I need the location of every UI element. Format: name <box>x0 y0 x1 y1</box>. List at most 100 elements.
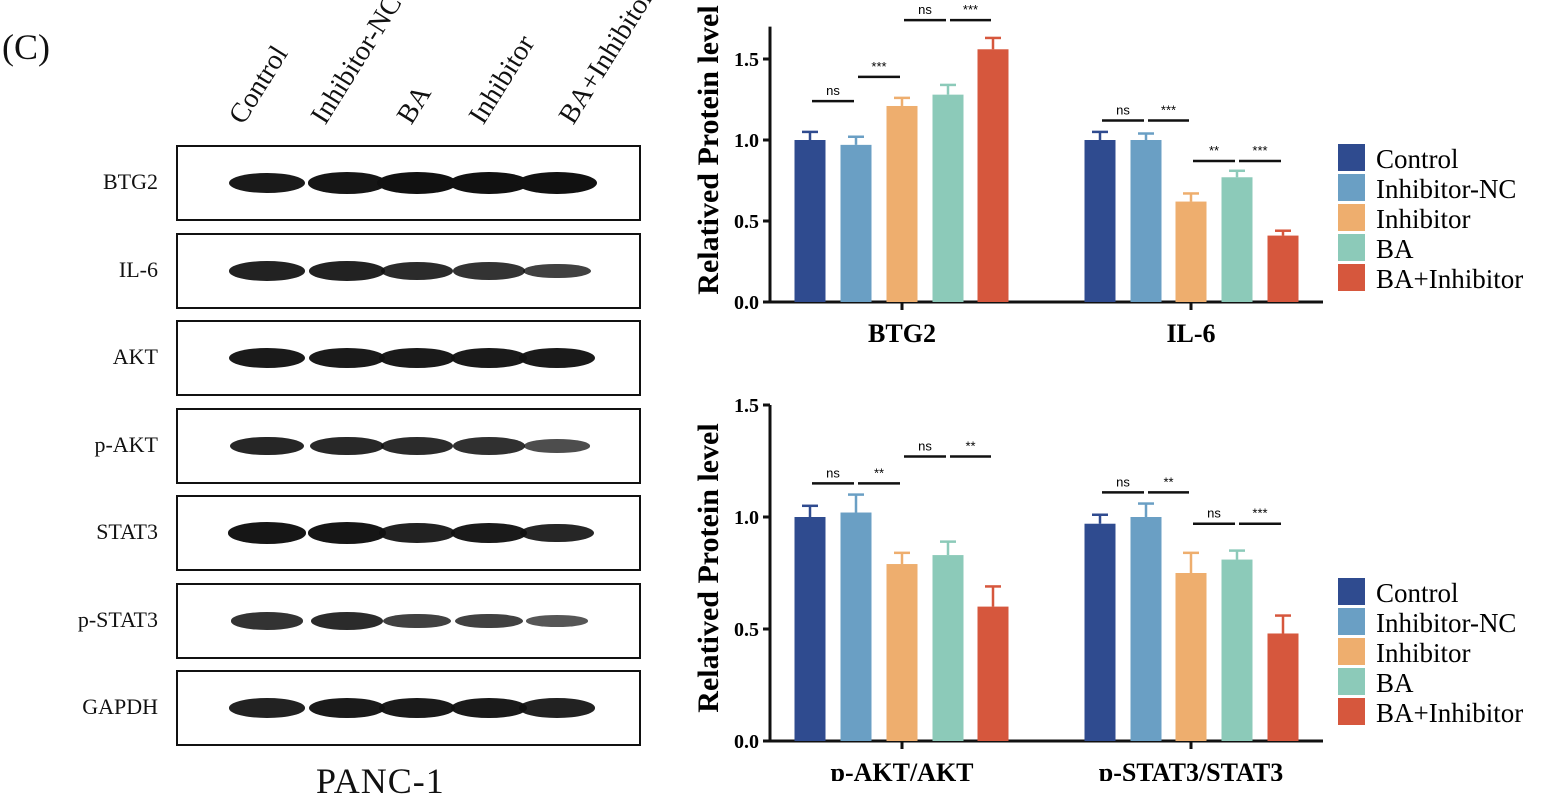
y-axis-title: Relatived Protein level <box>692 423 725 712</box>
bar <box>794 140 826 302</box>
blot-band <box>308 347 386 369</box>
blot-row-label: p-STAT3 <box>77 607 158 632</box>
bar <box>1221 177 1253 302</box>
x-group-label: IL-6 <box>1166 319 1215 348</box>
blot-row-label: GAPDH <box>82 694 158 719</box>
blot-band <box>228 522 306 544</box>
blot-strip <box>176 670 641 746</box>
bar <box>1084 523 1116 741</box>
y-tick-label: 1.5 <box>734 49 759 71</box>
blot-band <box>383 613 451 629</box>
blot-row-label: IL-6 <box>118 257 158 282</box>
blot-band <box>453 262 525 280</box>
blot-band <box>229 261 305 281</box>
bar <box>977 49 1009 302</box>
significance-label: ns <box>918 2 932 17</box>
bar <box>1130 140 1162 302</box>
legend-entry: BA <box>1376 668 1414 698</box>
legend-swatch <box>1338 608 1365 635</box>
blot-band <box>450 522 528 544</box>
blot-strip <box>176 145 641 221</box>
bar <box>1267 235 1299 302</box>
legend-entry: BA+Inhibitor <box>1376 698 1523 728</box>
blot-band <box>525 615 589 627</box>
legend-swatch <box>1338 234 1365 261</box>
bar <box>977 606 1009 741</box>
legend-entry: Control <box>1376 578 1459 608</box>
blot-band <box>523 263 591 279</box>
blot-band <box>229 698 305 718</box>
blot-band <box>378 697 456 719</box>
legend-entry: Inhibitor <box>1376 638 1471 668</box>
y-tick-label: 0.5 <box>734 211 759 233</box>
significance-label: ** <box>965 439 975 454</box>
blot-band <box>309 261 385 281</box>
blot-band <box>519 698 595 718</box>
y-tick-label: 1.0 <box>734 507 759 529</box>
significance-label: ** <box>1163 474 1173 489</box>
bar <box>840 144 872 302</box>
bar <box>1267 633 1299 741</box>
significance-label: ** <box>874 465 884 480</box>
blot-band <box>377 172 457 194</box>
x-group-label: p-AKT/AKT <box>830 758 973 781</box>
significance-label: ns <box>918 439 932 454</box>
blot-band <box>450 697 528 719</box>
legend-entry: Inhibitor-NC <box>1376 174 1516 204</box>
significance-label: ns <box>1116 474 1130 489</box>
blot-strip <box>176 495 641 571</box>
legend-swatch <box>1338 204 1365 231</box>
y-axis-title: Relatived Protein level <box>692 5 725 294</box>
blot-band <box>455 613 523 629</box>
blot-row-label: BTG2 <box>103 169 158 194</box>
bar <box>1221 559 1253 741</box>
blot-band <box>380 262 454 280</box>
significance-label: ns <box>1207 506 1221 521</box>
blot-strip <box>176 408 641 484</box>
blot-band <box>378 347 456 369</box>
significance-label: ** <box>1209 143 1219 158</box>
blot-band <box>449 172 529 194</box>
legend-swatch <box>1338 144 1365 171</box>
y-tick-label: 0.0 <box>734 292 759 314</box>
y-tick-label: 1.5 <box>734 395 759 417</box>
blot-row-label: AKT <box>112 344 158 369</box>
blot-band <box>308 697 386 719</box>
significance-label: *** <box>963 2 978 17</box>
significance-label: ns <box>1116 103 1130 118</box>
bar <box>1130 517 1162 741</box>
blot-band <box>310 612 384 630</box>
y-tick-label: 0.0 <box>734 731 759 753</box>
legend-swatch <box>1338 638 1365 665</box>
x-group-label: BTG2 <box>868 319 936 348</box>
x-group-label: p-STAT3/STAT3 <box>1099 758 1283 781</box>
bar <box>1175 573 1207 741</box>
blot-band <box>524 439 590 453</box>
blot-band <box>308 172 386 194</box>
significance-label: ns <box>826 465 840 480</box>
legend-entry: BA <box>1376 234 1414 264</box>
blot-band <box>452 437 526 455</box>
bar <box>932 94 964 302</box>
bar <box>932 555 964 741</box>
legend-swatch <box>1338 698 1365 725</box>
blot-band <box>228 172 306 194</box>
bar <box>840 512 872 741</box>
y-tick-label: 0.5 <box>734 619 759 641</box>
blot-strip <box>176 583 641 659</box>
blot-band <box>379 523 455 543</box>
bar <box>886 105 918 302</box>
blot-band <box>229 436 305 456</box>
blot-row-label: p-AKT <box>94 432 158 457</box>
blot-band <box>231 612 303 630</box>
panel-label: (C) <box>2 27 50 67</box>
legend-entry: Inhibitor <box>1376 204 1471 234</box>
bar <box>886 564 918 741</box>
blot-band <box>517 172 597 194</box>
blot-band <box>310 436 384 456</box>
blot-band <box>380 437 454 455</box>
y-tick-label: 1.0 <box>734 130 759 152</box>
significance-label: *** <box>871 59 886 74</box>
legend-entry: Control <box>1376 144 1459 174</box>
blot-band <box>518 347 596 369</box>
